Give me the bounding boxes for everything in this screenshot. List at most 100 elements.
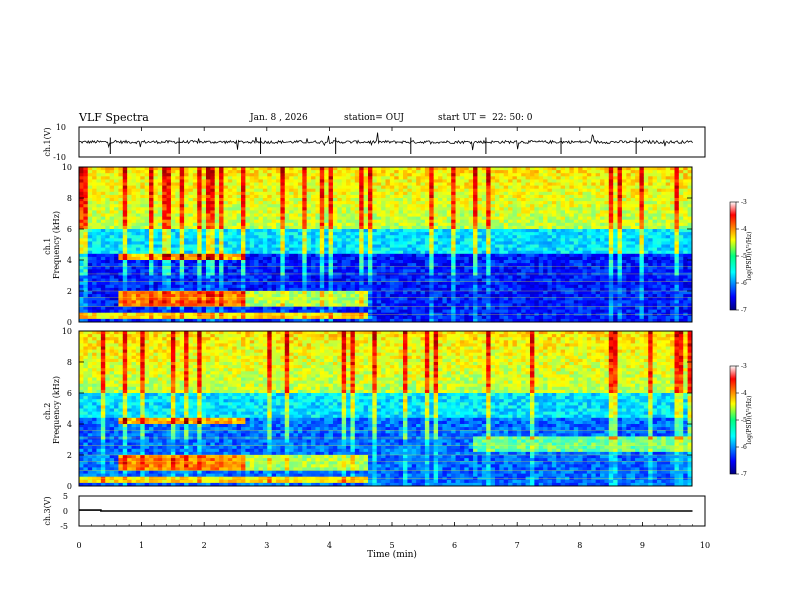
- spectrogram-cell: [473, 232, 478, 236]
- spectrogram-cell: [249, 179, 255, 183]
- spectrogram-cell: [490, 179, 496, 183]
- spectrogram-cell: [118, 201, 124, 205]
- spectrogram-cell: [83, 278, 89, 283]
- spectrogram-cell: [179, 300, 185, 304]
- spectrogram-cell: [324, 176, 329, 180]
- spectrogram-cell: [122, 198, 128, 202]
- spectrogram-cell: [302, 229, 308, 233]
- spectrogram-cell: [105, 281, 111, 286]
- spectrogram-cell: [367, 247, 373, 252]
- spectrogram-cell: [490, 256, 496, 261]
- spectrogram-cell: [455, 318, 461, 323]
- spectrogram-cell: [367, 213, 373, 217]
- spectrogram-cell: [293, 191, 299, 196]
- spectrogram-cell: [245, 207, 251, 211]
- spectrogram-cell: [446, 167, 452, 171]
- spectrogram-cell: [311, 238, 316, 242]
- spectrogram-cell: [118, 269, 124, 273]
- spectrogram-cell: [293, 297, 299, 301]
- spectrogram-cell: [438, 225, 443, 230]
- spectrogram-cell: [341, 260, 347, 264]
- spectrogram-cell: [324, 188, 329, 193]
- spectrogram-cell: [446, 260, 452, 264]
- spectrogram-cell: [254, 256, 259, 261]
- spectrogram-cell: [284, 284, 290, 289]
- spectrogram-cell: [144, 198, 150, 202]
- spectrogram-cell: [205, 318, 211, 323]
- spectrogram-cell: [223, 275, 229, 279]
- spectrogram-cell: [87, 176, 93, 180]
- spectrogram-cell: [157, 284, 163, 289]
- spectrogram-cell: [459, 250, 465, 255]
- spectrogram-cell: [381, 210, 386, 214]
- spectrogram-cell: [289, 244, 294, 248]
- spectrogram-cell: [420, 185, 426, 190]
- spectrogram-cell: [83, 198, 89, 202]
- spectrogram-cell: [219, 201, 224, 205]
- spectrogram-cell: [109, 303, 115, 307]
- spectrogram-cell: [105, 287, 111, 292]
- spectrogram-cell: [367, 291, 373, 295]
- spectrogram-cell: [420, 303, 426, 307]
- spectrogram-cell: [394, 207, 400, 211]
- spectrogram-cell: [262, 260, 268, 264]
- spectrogram-cell: [424, 238, 430, 242]
- spectrogram-cell: [306, 266, 312, 270]
- spectrogram-cell: [188, 284, 194, 289]
- spectrogram-cell: [232, 281, 238, 286]
- spectrogram-cell: [359, 275, 365, 279]
- spectrogram-cell: [276, 291, 281, 295]
- spectrogram-cell: [337, 315, 343, 320]
- spectrogram-cell: [407, 210, 413, 214]
- spectrogram-cell: [114, 297, 119, 301]
- spectrogram-cell: [267, 167, 273, 171]
- spectrogram-cell: [236, 176, 242, 180]
- spectrogram-cell: [468, 281, 474, 286]
- spectrogram-cell: [350, 194, 356, 199]
- spectrogram-cell: [127, 278, 132, 283]
- spectrogram-cell: [122, 300, 128, 304]
- spectrogram-cell: [490, 287, 496, 292]
- spectrogram-cell: [201, 281, 207, 286]
- spectrogram-cell: [403, 256, 408, 261]
- spectrogram-cell: [135, 241, 141, 245]
- spectrogram-cell: [232, 201, 238, 205]
- spectrogram-cell: [140, 278, 146, 283]
- spectrogram-cell: [92, 198, 97, 202]
- spectrogram-cell: [332, 173, 338, 177]
- spectrogram-cell: [131, 182, 137, 186]
- spectrogram-cell: [429, 306, 435, 310]
- spectrogram-cell: [249, 256, 255, 261]
- spectrogram-cell: [508, 182, 513, 186]
- spectrogram-cell: [438, 318, 443, 323]
- spectrogram-cell: [114, 170, 119, 174]
- spectrogram-cell: [135, 250, 141, 255]
- spectrogram-cell: [87, 287, 93, 292]
- spectrogram-cell: [170, 167, 176, 171]
- spectrogram-cell: [499, 210, 505, 214]
- spectrogram-cell: [459, 297, 465, 301]
- spectrogram-cell: [254, 219, 259, 224]
- spectrogram-cell: [236, 225, 242, 230]
- spectrogram-cell: [170, 300, 176, 304]
- spectrogram-cell: [162, 188, 167, 193]
- spectrogram-cell: [477, 250, 483, 255]
- spectrogram-cell: [249, 238, 255, 242]
- spectrogram-cell: [184, 253, 189, 258]
- spectrogram-cell: [262, 229, 268, 233]
- spectrogram-cell: [92, 235, 97, 239]
- spectrogram-cell: [337, 244, 343, 248]
- spectrogram-cell: [184, 263, 189, 267]
- spectrogram-cell: [276, 269, 281, 273]
- spectrogram-cell: [219, 232, 224, 236]
- spectrogram-cell: [262, 185, 268, 190]
- spectrogram-cell: [424, 219, 430, 224]
- spectrogram-cell: [302, 232, 308, 236]
- spectrogram-cell: [210, 191, 216, 196]
- spectrogram-cell: [512, 232, 518, 236]
- spectrogram-cell: [372, 294, 378, 298]
- spectrogram-cell: [346, 210, 351, 214]
- spectrogram-cell: [394, 232, 400, 236]
- spectrogram-cell: [442, 170, 448, 174]
- spectrogram-cell: [232, 229, 238, 233]
